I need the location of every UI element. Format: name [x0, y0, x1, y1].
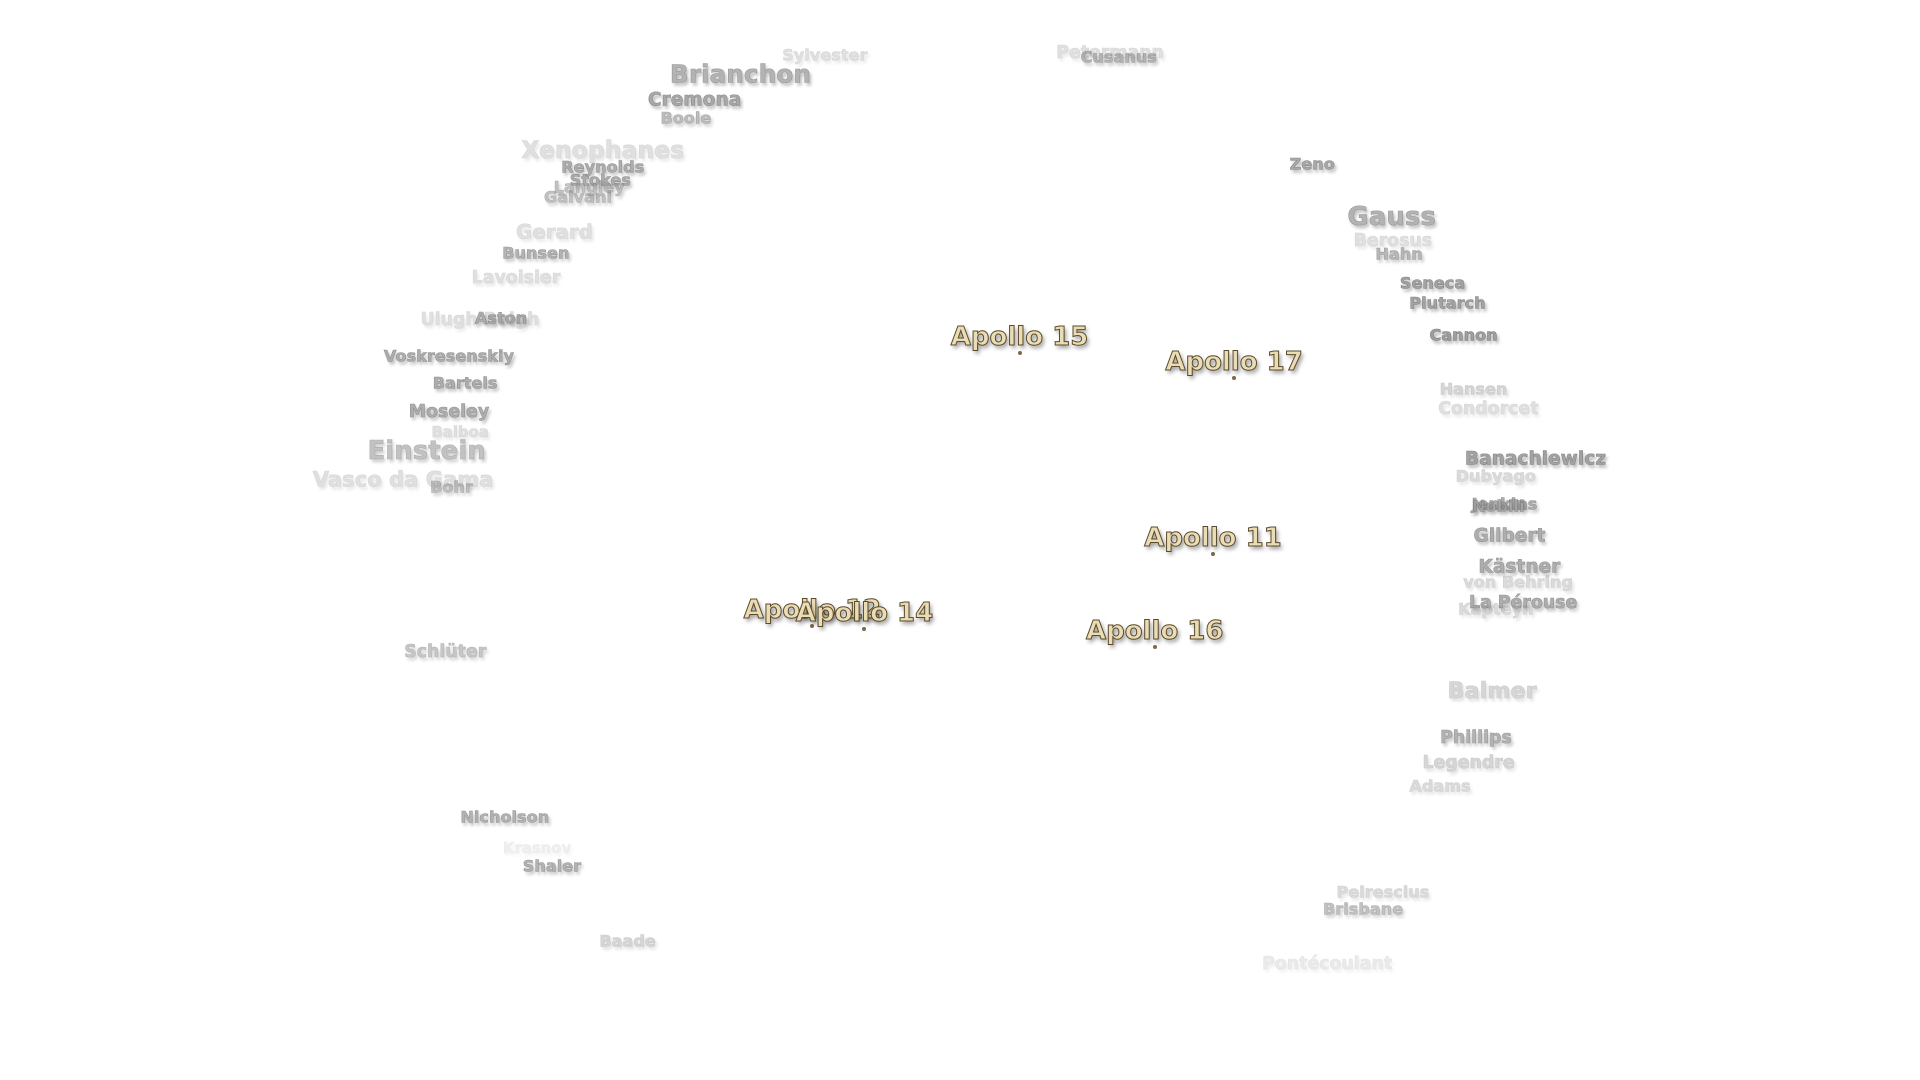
landing-site-label: Apollo 11: [1144, 523, 1283, 554]
feature-label: Voskresenskiy: [383, 346, 515, 366]
feature-label: Cusanus: [1080, 47, 1157, 67]
feature-label: Plutarch: [1409, 293, 1486, 313]
feature-label: Peirescius: [1336, 882, 1430, 902]
feature-label: Zeno: [1289, 154, 1335, 174]
feature-label: Brianchon: [669, 59, 812, 90]
feature-label: Dubyago: [1455, 466, 1536, 486]
feature-label: Legendre: [1422, 752, 1515, 773]
feature-label: Moseley: [408, 401, 490, 422]
feature-label: Adams: [1409, 776, 1471, 797]
feature-label: Einstein: [367, 436, 486, 467]
feature-label: Petermann: [1056, 43, 1164, 64]
feature-label: Schlüter: [404, 642, 487, 663]
feature-label: Balmer: [1447, 677, 1537, 705]
feature-label: Jenkins: [1471, 494, 1538, 514]
feature-label: Gauss: [1347, 202, 1436, 233]
feature-label: Bunsen: [502, 243, 570, 263]
landing-site-label: Apollo 15: [950, 322, 1089, 353]
site-marker: [1152, 645, 1157, 650]
feature-label: Reynolds: [561, 157, 645, 178]
site-marker: [1232, 376, 1237, 381]
feature-label: La Pérouse: [1468, 592, 1578, 613]
landing-site-label: Apollo 12: [743, 595, 882, 626]
feature-label: Seneca: [1399, 273, 1466, 293]
feature-label: Bartels: [432, 373, 498, 393]
feature-label: Krasnov: [502, 839, 572, 858]
feature-label: Cannon: [1429, 325, 1498, 345]
feature-label: Kapteyn: [1458, 599, 1534, 619]
feature-label: Brisbane: [1323, 899, 1404, 919]
feature-label: Sylvester: [782, 45, 868, 65]
feature-label: Phillips: [1440, 727, 1512, 749]
feature-label: Hahn: [1375, 244, 1423, 264]
feature-label: Nobili: [1471, 496, 1525, 516]
feature-label: Berosus: [1353, 230, 1433, 251]
feature-label: Boole: [660, 108, 712, 128]
landing-site-label: Apollo 17: [1165, 347, 1304, 378]
feature-label: Baade: [599, 931, 656, 952]
feature-label: Aston: [474, 308, 528, 328]
feature-label: Nicholson: [460, 807, 550, 828]
feature-label: Lavoisier: [471, 267, 561, 289]
feature-label: Pontécoulant: [1262, 953, 1393, 974]
feature-label: Xenophanes: [521, 136, 685, 165]
feature-label: Shaler: [522, 856, 582, 876]
site-marker: [1211, 552, 1216, 557]
feature-label: Vasco da Gama: [312, 466, 494, 492]
feature-label: Banachiewicz: [1464, 448, 1607, 470]
feature-label: Gerard: [515, 220, 593, 244]
feature-label: Cremona: [647, 89, 742, 112]
feature-label: Hansen: [1439, 379, 1508, 400]
landing-site-label: Apollo 16: [1085, 616, 1224, 647]
feature-label: von Behring: [1463, 572, 1574, 592]
feature-label: Kästner: [1478, 556, 1561, 578]
site-marker: [862, 626, 867, 631]
site-marker: [1017, 351, 1022, 356]
feature-label: Balboa: [431, 422, 489, 441]
feature-label: Galvani: [543, 187, 613, 207]
feature-label: Stokes: [569, 170, 631, 190]
site-marker: [810, 624, 815, 629]
feature-label: Gilbert: [1473, 525, 1546, 547]
feature-label: Bohr: [430, 477, 473, 498]
landing-site-label: Apollo 14: [795, 597, 934, 628]
feature-label: Condorcet: [1438, 399, 1539, 420]
feature-label: Ulugh Beigh: [420, 310, 540, 331]
feature-label: Langley: [553, 177, 625, 197]
